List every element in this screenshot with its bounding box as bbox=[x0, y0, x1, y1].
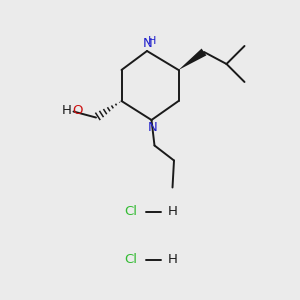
Text: N: N bbox=[143, 37, 152, 50]
Text: N: N bbox=[148, 121, 157, 134]
Text: H: H bbox=[62, 104, 72, 117]
Polygon shape bbox=[178, 49, 206, 70]
Text: H: H bbox=[168, 253, 177, 266]
Text: H: H bbox=[148, 36, 157, 46]
Text: O: O bbox=[72, 104, 83, 117]
Text: Cl: Cl bbox=[124, 205, 137, 218]
Text: Cl: Cl bbox=[124, 253, 137, 266]
Text: H: H bbox=[168, 205, 177, 218]
